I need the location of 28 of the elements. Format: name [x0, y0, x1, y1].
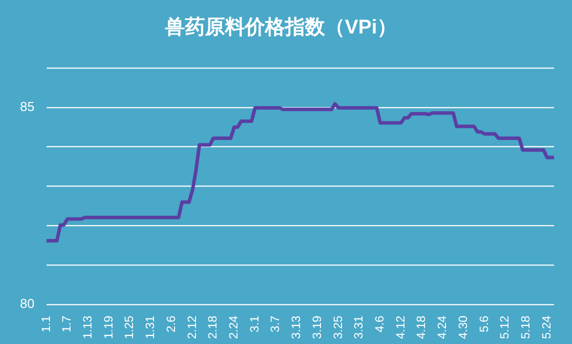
x-tick-label: 3.19	[310, 315, 324, 340]
x-tick-label: 1.1	[38, 315, 53, 332]
x-tick-label: 1.31	[143, 315, 158, 340]
x-tick-label: 1.7	[60, 315, 74, 332]
x-tick-label: 1.25	[122, 315, 136, 340]
x-tick-label: 4.18	[414, 315, 428, 340]
x-tick-label: 2.18	[206, 315, 220, 340]
x-tick-label: 3.7	[268, 315, 282, 332]
x-tick-label: 5.6	[476, 315, 491, 332]
x-tick-label: 3.25	[330, 315, 345, 340]
x-tick-label: 4.24	[435, 315, 450, 340]
x-tick-label: 4.12	[393, 315, 408, 340]
x-tick-label: 3.1	[247, 315, 262, 332]
x-tick-label: 2.24	[226, 315, 240, 340]
y-tick-label: 85	[20, 99, 34, 114]
chart-title: 兽药原料价格指数（VPi）	[164, 16, 398, 39]
x-tick-label: 2.6	[164, 315, 178, 332]
y-tick-label: 80	[20, 296, 34, 312]
x-tick-label: 3.31	[352, 315, 366, 340]
x-tick-label: 3.13	[289, 315, 304, 340]
x-tick-label: 1.19	[101, 315, 116, 340]
x-tick-label: 5.12	[498, 315, 512, 340]
x-tick-label: 4.30	[456, 315, 470, 340]
x-tick-label: 4.6	[372, 315, 386, 332]
x-tick-label: 5.24	[539, 315, 554, 340]
x-tick-label: 1.13	[80, 315, 94, 340]
x-tick-label: 5.18	[518, 315, 532, 340]
x-tick-label: 2.12	[184, 315, 199, 340]
